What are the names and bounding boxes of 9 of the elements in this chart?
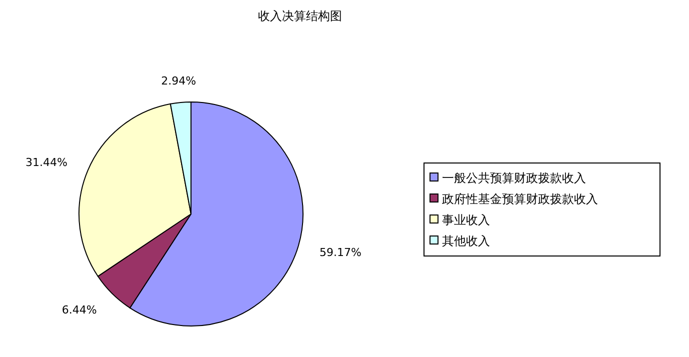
legend-label: 政府性基金预算财政拨款收入 xyxy=(442,192,598,206)
data-label: 31.44% xyxy=(26,156,68,170)
legend-label: 事业收入 xyxy=(442,213,490,227)
legend-label: 一般公共预算财政拨款收入 xyxy=(442,171,586,185)
data-label: 2.94% xyxy=(161,74,196,88)
legend-label: 其他收入 xyxy=(442,234,490,248)
data-label: 6.44% xyxy=(62,303,97,316)
data-label: 59.17% xyxy=(319,246,362,260)
chart-title: 收入决算结构图 xyxy=(258,9,342,23)
